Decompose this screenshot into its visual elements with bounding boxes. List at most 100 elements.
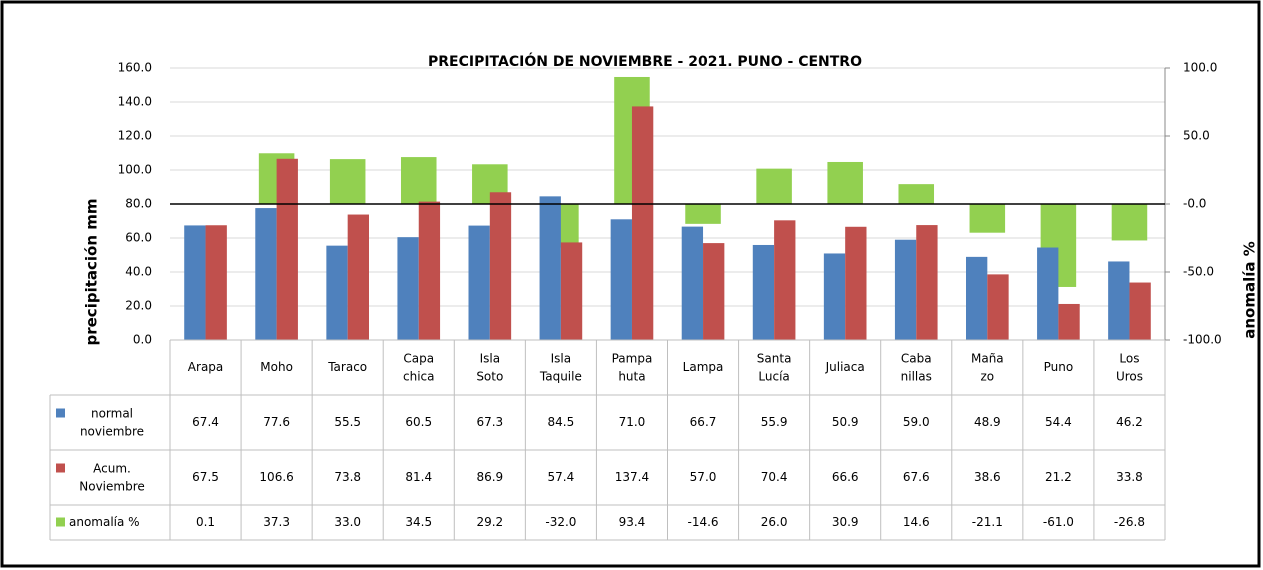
- legend-swatch: [56, 463, 65, 473]
- table-value: 38.6: [974, 470, 1001, 484]
- bar: [276, 158, 298, 340]
- category-label: Pampa huta: [612, 351, 653, 383]
- bar: [347, 214, 369, 340]
- y2-tick-label: -0.0: [1183, 197, 1206, 211]
- bar: [1129, 282, 1151, 340]
- bar: [397, 237, 419, 340]
- table-value: 137.4: [615, 470, 649, 484]
- table-value: 60.5: [405, 415, 432, 429]
- y-tick-label: 60.0: [125, 231, 152, 245]
- bar: [610, 219, 632, 340]
- table-value: 93.4: [619, 515, 646, 529]
- table-value: 86.9: [476, 470, 503, 484]
- table-value: 26.0: [761, 515, 788, 529]
- category-label: Los Uros: [1116, 351, 1143, 383]
- bar: [845, 226, 867, 340]
- table-value: 37.3: [263, 515, 290, 529]
- category-label: Arapa: [188, 360, 223, 374]
- bar: [752, 244, 775, 340]
- table-value: 67.4: [192, 415, 219, 429]
- table-value: 81.4: [405, 470, 432, 484]
- y-axis-title: precipitación mm: [83, 198, 101, 345]
- y-tick-label: 100.0: [118, 163, 152, 177]
- anomaly-bar: [329, 159, 366, 204]
- bar: [774, 220, 796, 340]
- table-value: 48.9: [974, 415, 1001, 429]
- bar: [489, 192, 512, 340]
- table-value: 0.1: [196, 515, 215, 529]
- legend-swatch: [56, 408, 65, 418]
- table-value: 21.2: [1045, 470, 1072, 484]
- table-value: 30.9: [832, 515, 859, 529]
- anomaly-bar: [400, 157, 437, 204]
- bar: [987, 274, 1009, 340]
- category-label: Puno: [1044, 360, 1074, 374]
- bar: [916, 225, 938, 340]
- bar: [184, 225, 206, 340]
- legend-label: Acum. Noviembre: [79, 461, 145, 493]
- category-label: Caba nillas: [901, 351, 932, 383]
- legend-label: normal noviembre: [80, 406, 144, 438]
- bar: [205, 225, 227, 340]
- table-value: 46.2: [1116, 415, 1143, 429]
- table-value: 54.4: [1045, 415, 1072, 429]
- y-tick-label: 0.0: [133, 333, 152, 347]
- anomaly-bar: [1111, 204, 1148, 241]
- table-value: 50.9: [832, 415, 859, 429]
- y2-tick-label: 50.0: [1183, 129, 1210, 143]
- bar: [1037, 247, 1059, 340]
- anomaly-bar: [827, 161, 863, 204]
- table-value: 59.0: [903, 415, 930, 429]
- y-tick-label: 40.0: [125, 265, 152, 279]
- table-value: -32.0: [545, 515, 576, 529]
- bar: [966, 256, 988, 340]
- y-tick-label: 140.0: [118, 95, 152, 109]
- table-value: 70.4: [761, 470, 788, 484]
- category-label: Isla Soto: [476, 351, 503, 383]
- bar: [681, 226, 704, 340]
- anomaly-bar: [685, 204, 721, 224]
- table-value: 66.7: [690, 415, 717, 429]
- category-label: Capa chica: [403, 351, 435, 383]
- table-value: 55.9: [761, 415, 788, 429]
- table-value: 57.4: [548, 470, 575, 484]
- bar: [631, 106, 654, 340]
- y-tick-label: 20.0: [125, 299, 152, 313]
- y-tick-label: 80.0: [125, 197, 152, 211]
- table-value: 66.6: [832, 470, 859, 484]
- table-value: 106.6: [259, 470, 293, 484]
- bar: [418, 201, 441, 340]
- y2-tick-label: -100.0: [1183, 333, 1222, 347]
- table-value: 33.0: [334, 515, 361, 529]
- table-value: -14.6: [688, 515, 719, 529]
- category-label: Santa Lucía: [757, 351, 792, 383]
- chart-title: PRECIPITACIÓN DE NOVIEMBRE - 2021. PUNO …: [428, 52, 862, 70]
- table-value: 67.6: [903, 470, 930, 484]
- bar: [823, 253, 846, 340]
- table-value: 57.0: [690, 470, 717, 484]
- table-value: 55.5: [334, 415, 361, 429]
- legend-swatch: [56, 517, 65, 527]
- table-value: -61.0: [1043, 515, 1074, 529]
- category-label: Taraco: [327, 360, 367, 374]
- bar: [894, 239, 917, 340]
- table-value: 77.6: [263, 415, 290, 429]
- table-value: 84.5: [548, 415, 575, 429]
- table-value: 14.6: [903, 515, 930, 529]
- y-tick-label: 120.0: [118, 129, 152, 143]
- anomaly-bar: [756, 168, 792, 204]
- bar: [1058, 303, 1080, 340]
- bar: [560, 242, 583, 340]
- legend-label: anomalía %: [69, 515, 140, 529]
- table-value: 33.8: [1116, 470, 1143, 484]
- category-label: Juliaca: [825, 360, 865, 374]
- bar: [703, 243, 725, 340]
- table-value: 67.3: [476, 415, 503, 429]
- category-label: Lampa: [683, 360, 724, 374]
- anomaly-bar: [969, 204, 1006, 233]
- bar: [539, 196, 561, 340]
- table-value: 29.2: [476, 515, 503, 529]
- y2-axis-title: anomalía %: [1241, 241, 1259, 339]
- anomaly-bar: [898, 184, 935, 204]
